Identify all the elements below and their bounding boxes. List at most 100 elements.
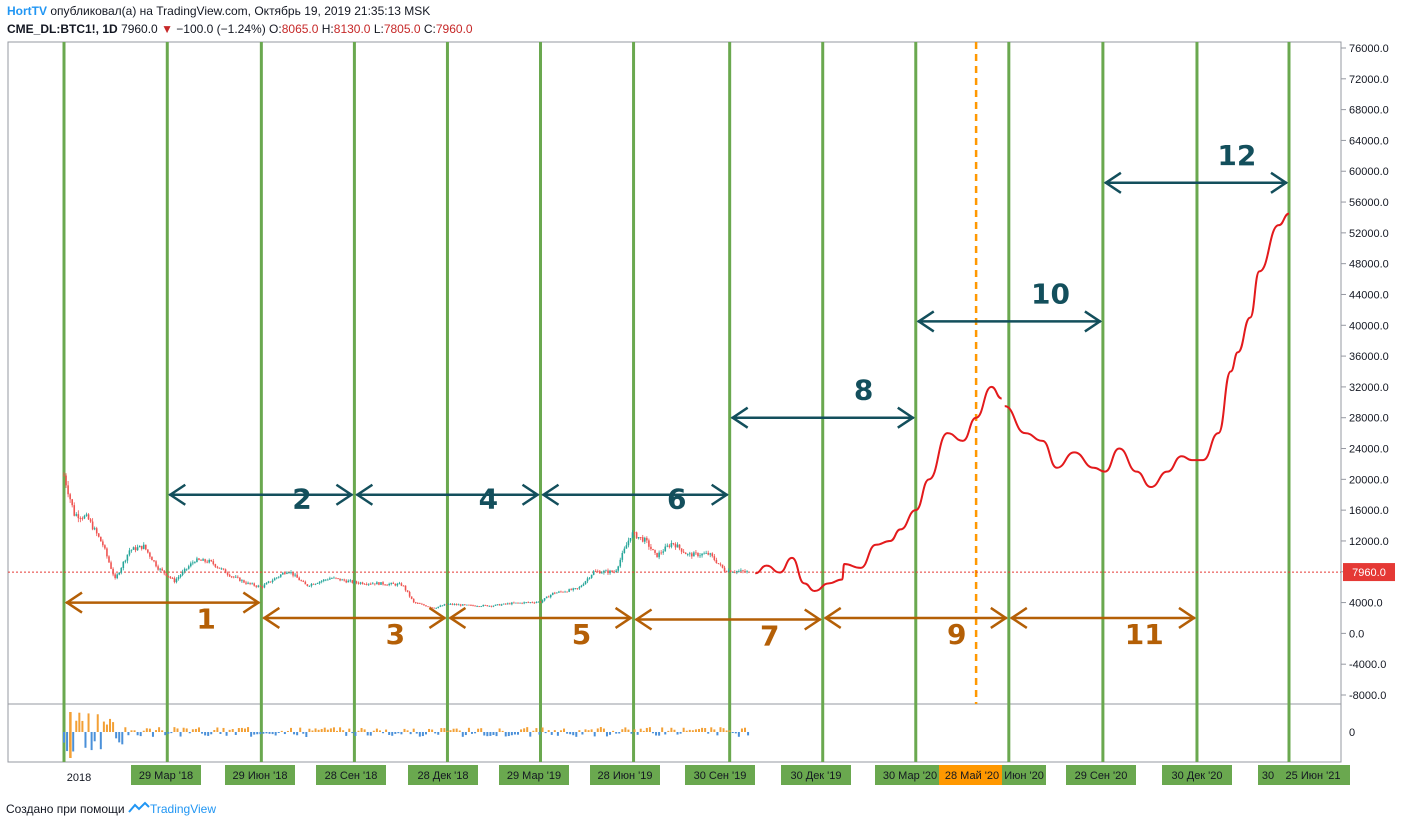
candle-136 bbox=[341, 578, 343, 581]
candle-283 bbox=[641, 534, 644, 543]
candle-330 bbox=[738, 569, 740, 573]
y-tick-label-20: -4000.0 bbox=[1349, 659, 1386, 671]
candle-82 bbox=[230, 575, 233, 579]
volume-bar-136 bbox=[480, 728, 483, 732]
cycle-arrow-5: 5 bbox=[448, 606, 633, 651]
volume-bar-139 bbox=[489, 732, 492, 736]
candle-55 bbox=[175, 577, 178, 584]
candle-195 bbox=[461, 604, 464, 606]
candle-319 bbox=[715, 557, 718, 564]
volume-bar-20 bbox=[124, 727, 127, 732]
candle-232 bbox=[537, 601, 540, 603]
candle-254 bbox=[582, 582, 585, 587]
candle-65 bbox=[196, 556, 198, 563]
down-triangle-icon: ▼ bbox=[161, 22, 173, 36]
volume-bar-190 bbox=[645, 727, 648, 732]
volume-bar-80 bbox=[308, 728, 311, 732]
volume-bar-212 bbox=[713, 729, 716, 732]
candle-157 bbox=[384, 584, 386, 586]
candle-247 bbox=[568, 588, 570, 593]
candle-220 bbox=[513, 601, 515, 604]
y-tick-label-2: 68000.0 bbox=[1349, 105, 1389, 117]
candle-201 bbox=[474, 604, 476, 607]
volume-bar-28 bbox=[148, 728, 151, 732]
footer-tradingview[interactable]: TradingView bbox=[149, 802, 217, 816]
candle-322 bbox=[721, 564, 724, 569]
candle-203 bbox=[478, 606, 480, 608]
publication-header: HortTV опубликовал(а) на TradingView.com… bbox=[7, 4, 430, 18]
volume-bar-120 bbox=[431, 729, 434, 732]
candle-274 bbox=[623, 546, 626, 554]
candle-51 bbox=[167, 575, 170, 578]
volume-bar-183 bbox=[624, 727, 627, 732]
candle-1 bbox=[65, 473, 67, 488]
candle-79 bbox=[224, 568, 227, 574]
candle-57 bbox=[179, 574, 182, 579]
cycle-arrow-9: 9 bbox=[823, 606, 1009, 651]
volume-bar-101 bbox=[372, 730, 375, 732]
candle-40 bbox=[145, 544, 147, 551]
volume-bar-186 bbox=[633, 729, 636, 732]
volume-bar-37 bbox=[176, 728, 179, 732]
candle-324 bbox=[725, 570, 728, 573]
candle-67 bbox=[200, 559, 202, 561]
svg-text:28 Сен '18: 28 Сен '18 bbox=[325, 770, 378, 782]
candle-293 bbox=[662, 549, 665, 555]
candle-282 bbox=[639, 536, 642, 541]
volume-bar-36 bbox=[173, 727, 176, 732]
candle-253 bbox=[580, 584, 583, 588]
candle-123 bbox=[314, 583, 317, 586]
y-tick-label-8: 44000.0 bbox=[1349, 289, 1389, 301]
candle-305 bbox=[686, 553, 689, 557]
candle-115 bbox=[298, 576, 300, 581]
candle-118 bbox=[304, 580, 307, 585]
candle-141 bbox=[351, 579, 354, 584]
candle-18 bbox=[100, 536, 102, 542]
candle-219 bbox=[511, 601, 513, 606]
candle-168 bbox=[406, 590, 409, 593]
volume-bar-100 bbox=[369, 732, 372, 736]
volume-bar-52 bbox=[222, 727, 225, 732]
candle-263 bbox=[601, 571, 603, 574]
y-tick-label-0: 76000.0 bbox=[1349, 43, 1389, 55]
candle-4 bbox=[71, 498, 73, 508]
volume-bar-135 bbox=[477, 728, 480, 732]
svg-text:2018: 2018 bbox=[67, 772, 91, 784]
volume-bar-218 bbox=[731, 732, 734, 734]
candle-187 bbox=[445, 604, 448, 606]
candle-258 bbox=[590, 574, 593, 579]
symbol-name[interactable]: CME_DL:BTC1!, 1D bbox=[7, 22, 118, 36]
author-name[interactable]: HortTV bbox=[7, 4, 47, 18]
x-label-2: 29 Июн '18 bbox=[225, 765, 295, 785]
open-value: 8065.0 bbox=[281, 22, 319, 36]
candle-30 bbox=[124, 559, 127, 564]
volume-bar-166 bbox=[572, 732, 575, 736]
volume-bar-163 bbox=[563, 728, 566, 732]
candle-248 bbox=[570, 588, 572, 591]
candle-298 bbox=[672, 542, 675, 546]
candle-292 bbox=[660, 550, 662, 555]
volume-bar-112 bbox=[406, 730, 409, 732]
volume-bar-97 bbox=[360, 728, 363, 732]
volume-bar-70 bbox=[277, 732, 280, 734]
volume-zero-label: 0 bbox=[1349, 727, 1355, 739]
candle-22 bbox=[108, 555, 110, 563]
low-label: L: bbox=[373, 22, 384, 36]
volume-bar-19 bbox=[121, 732, 124, 745]
candle-304 bbox=[684, 552, 687, 555]
y-tick-label-14: 20000.0 bbox=[1349, 474, 1389, 486]
volume-bar-74 bbox=[290, 727, 293, 732]
volume-bar-215 bbox=[722, 728, 725, 732]
candle-86 bbox=[239, 577, 241, 582]
volume-bar-170 bbox=[584, 729, 587, 732]
publication-info: опубликовал(а) на TradingView.com, Октяб… bbox=[50, 4, 431, 18]
candle-267 bbox=[609, 569, 611, 575]
candle-132 bbox=[333, 576, 335, 579]
candle-52 bbox=[169, 575, 172, 579]
candle-108 bbox=[284, 571, 286, 575]
candle-321 bbox=[719, 562, 722, 567]
candle-299 bbox=[674, 542, 677, 550]
svg-text:30 Сен '19: 30 Сен '19 bbox=[694, 770, 747, 782]
volume-bar-134 bbox=[474, 732, 477, 734]
